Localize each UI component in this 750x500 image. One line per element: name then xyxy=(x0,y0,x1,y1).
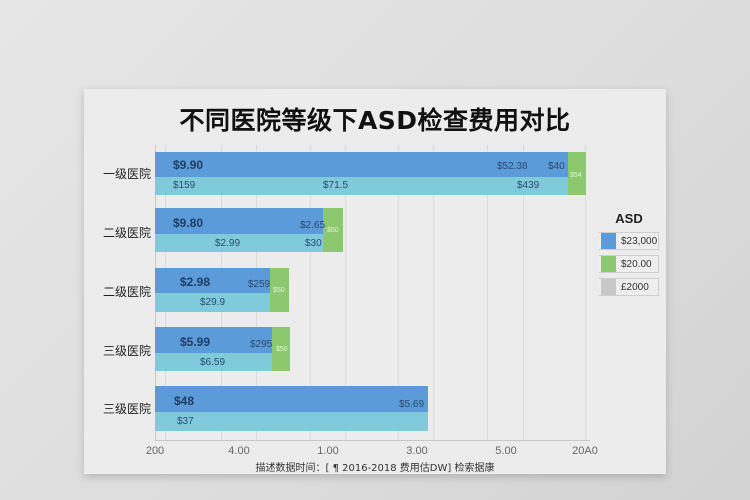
category-label: 三级医院 xyxy=(102,344,151,358)
bar-value-label: $48 xyxy=(174,394,195,408)
gridline xyxy=(310,145,311,441)
legend-swatch-blue xyxy=(601,233,616,249)
source-footnote: 描述数据时间：[ ¶ 2016-2018 费用估DW] 检索据康 xyxy=(255,463,495,474)
bar-segment-green[interactable] xyxy=(272,327,290,371)
legend-label: £2000 xyxy=(621,282,649,293)
bar-segment-green[interactable] xyxy=(270,268,289,312)
bar-segment-cyan[interactable] xyxy=(155,177,568,195)
bar-segment-green[interactable] xyxy=(568,152,586,195)
bar-segment-blue[interactable] xyxy=(155,152,568,177)
bar-value-label: $9.80 xyxy=(173,216,204,230)
bar-segment-cyan[interactable] xyxy=(155,353,272,371)
bar-segment-blue[interactable] xyxy=(155,208,323,234)
x-axis xyxy=(155,440,590,441)
bar-segment-blue[interactable] xyxy=(155,268,270,293)
bar-segment-cyan[interactable] xyxy=(155,412,428,431)
bar-value-label: $54 xyxy=(570,172,582,179)
bar-value-label: $2.99 xyxy=(215,238,241,249)
bar-value-label: $37 xyxy=(177,416,194,427)
bar-segment-cyan[interactable] xyxy=(155,293,270,312)
bar-value-label: $295 xyxy=(250,339,273,350)
plot-area: 一级医院 $9.90 $52.38 $40 $159 $71.5 $439 $5… xyxy=(103,145,598,457)
bar-value-label: $5.99 xyxy=(180,335,211,349)
bar-value-label: $40 xyxy=(548,161,565,172)
x-tick-label: 200 xyxy=(145,445,165,457)
category-label: 二级医院 xyxy=(102,226,151,240)
bar-value-label: $30 xyxy=(305,238,322,249)
category-label: 二级医院 xyxy=(102,285,151,299)
bar-segment-blue[interactable] xyxy=(155,386,428,412)
gridline xyxy=(398,145,399,441)
legend-swatch-gray xyxy=(601,279,616,295)
legend: ASD $23,000 $20.00 £2000 xyxy=(599,211,659,301)
gridline xyxy=(585,145,586,441)
bar-value-label: $259 xyxy=(248,279,271,290)
bar-value-label: $2.98 xyxy=(180,275,211,289)
bar-value-label: $71.5 xyxy=(323,180,349,191)
bar-value-label: $5.69 xyxy=(399,399,425,410)
gridline xyxy=(487,145,488,441)
bar-value-label: $439 xyxy=(517,180,540,191)
legend-item[interactable]: £2000 xyxy=(599,278,659,296)
legend-label: $23,000 xyxy=(621,236,658,247)
x-tick-label: 5.00 xyxy=(495,445,517,457)
category-label: 一级医院 xyxy=(102,167,151,181)
bar-value-label: $2.65 xyxy=(300,220,326,231)
chart-card: 不同医院等级下ASD检查费用对比 一级医院 $9.90 $52.38 $40 $… xyxy=(84,89,666,474)
bar-segment-blue[interactable] xyxy=(155,327,272,353)
legend-item[interactable]: $23,000 xyxy=(599,232,659,250)
x-tick-label: 4.00 xyxy=(228,445,250,457)
bar-segment-cyan[interactable] xyxy=(155,234,323,252)
category-label: 三级医院 xyxy=(102,402,151,416)
bar-value-label: $50 xyxy=(273,287,285,294)
bar-value-label: $50 xyxy=(276,346,288,353)
bar-value-label: $52.38 xyxy=(497,161,528,172)
legend-swatch-green xyxy=(601,256,616,272)
x-tick-label: 20A0 xyxy=(572,445,598,457)
x-tick-label: 3.00 xyxy=(406,445,428,457)
gridline xyxy=(345,145,346,441)
gridline xyxy=(523,145,524,441)
x-tick-label: 1.00 xyxy=(317,445,339,457)
bar-value-label: $159 xyxy=(173,180,196,191)
chart-title: 不同医院等级下ASD检查费用对比 xyxy=(179,106,571,135)
legend-title: ASD xyxy=(615,211,643,226)
bar-value-label: $29.9 xyxy=(200,297,226,308)
gridline xyxy=(433,145,434,441)
bar-value-label: $50 xyxy=(327,227,339,234)
bar-segment-green[interactable] xyxy=(323,208,343,252)
legend-item[interactable]: $20.00 xyxy=(599,255,659,273)
bar-value-label: $6.59 xyxy=(200,357,226,368)
legend-label: $20.00 xyxy=(621,259,652,270)
bar-value-label: $9.90 xyxy=(173,158,204,172)
